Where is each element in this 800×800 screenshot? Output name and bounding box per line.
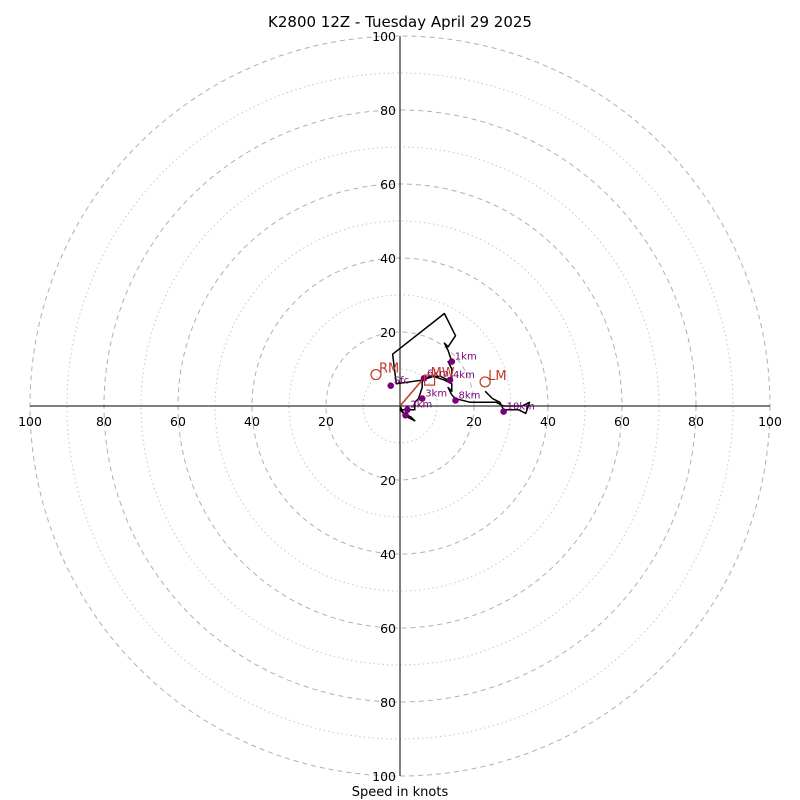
hodograph-line [391,312,531,422]
tick-label-top-80: 80 [380,103,396,118]
height-marker-point-0 [387,382,395,389]
storm-motion-marker-RM [370,368,382,381]
tick-label-bottom-100: 100 [372,769,396,784]
storm-motion-markers: RM LM MW [370,362,507,388]
height-marker-label-8km: 8km [459,390,481,401]
height-marker-point-6 [452,397,459,404]
storm-motion-label-MW: MW [431,366,455,381]
tick-label-left-80: 80 [96,414,112,429]
height-marker-label-1km: 1km [455,352,477,363]
height-marker-point-4 [446,376,454,384]
tick-label-left-40: 40 [244,414,260,429]
height-marker-label-2km: 2km [410,400,432,411]
tick-label-left-60: 60 [170,414,186,429]
height-marker-label-4km: 4km [453,370,475,381]
height-marker-label-10km: 10km [507,402,535,413]
tick-label-bottom-20: 20 [380,473,396,488]
height-marker-point-8 [402,411,409,419]
height-marker-label-3km: 3km [425,389,447,400]
tick-label-bottom-40: 40 [380,547,396,562]
bunkers-shear-line [399,379,423,407]
height-marker-label-Sfc: Sfc [394,376,409,387]
storm-motion-label-RM: RM [379,362,399,377]
tick-label-top-60: 60 [380,177,396,192]
tick-label-right-20: 20 [466,414,482,429]
tick-label-right-100: 100 [758,414,782,429]
tick-labels: 20 40 60 80 100 20 40 60 80 100 20 40 60 80 100 20 40 60 8… [18,29,782,784]
tick-label-left-100: 100 [18,414,42,429]
height-marker-point-7 [500,408,507,415]
tick-label-top-40: 40 [380,251,396,266]
storm-motion-label-LM: LM [488,369,506,384]
height-marker-point-3 [418,395,426,402]
tick-label-right-40: 40 [540,414,556,429]
height-marker-point-2 [404,406,411,414]
storm-motion-marker-MW [424,374,436,386]
tick-label-top-100: 100 [372,29,396,44]
height-marker-label-6km: 6km [427,368,449,379]
tick-label-top-20: 20 [380,325,396,340]
tick-label-left-20: 20 [318,414,334,429]
tick-label-bottom-60: 60 [380,621,396,636]
tick-label-right-60: 60 [614,414,630,429]
x-axis-label: Speed in knots [352,785,449,800]
hodograph-traces [391,312,531,422]
tick-label-bottom-80: 80 [380,695,396,710]
chart-title: K2800 12Z - Tuesday April 29 2025 [268,13,532,31]
height-marker-point-1 [448,358,456,365]
storm-motion-marker-LM [479,376,491,388]
tick-label-right-80: 80 [688,414,704,429]
